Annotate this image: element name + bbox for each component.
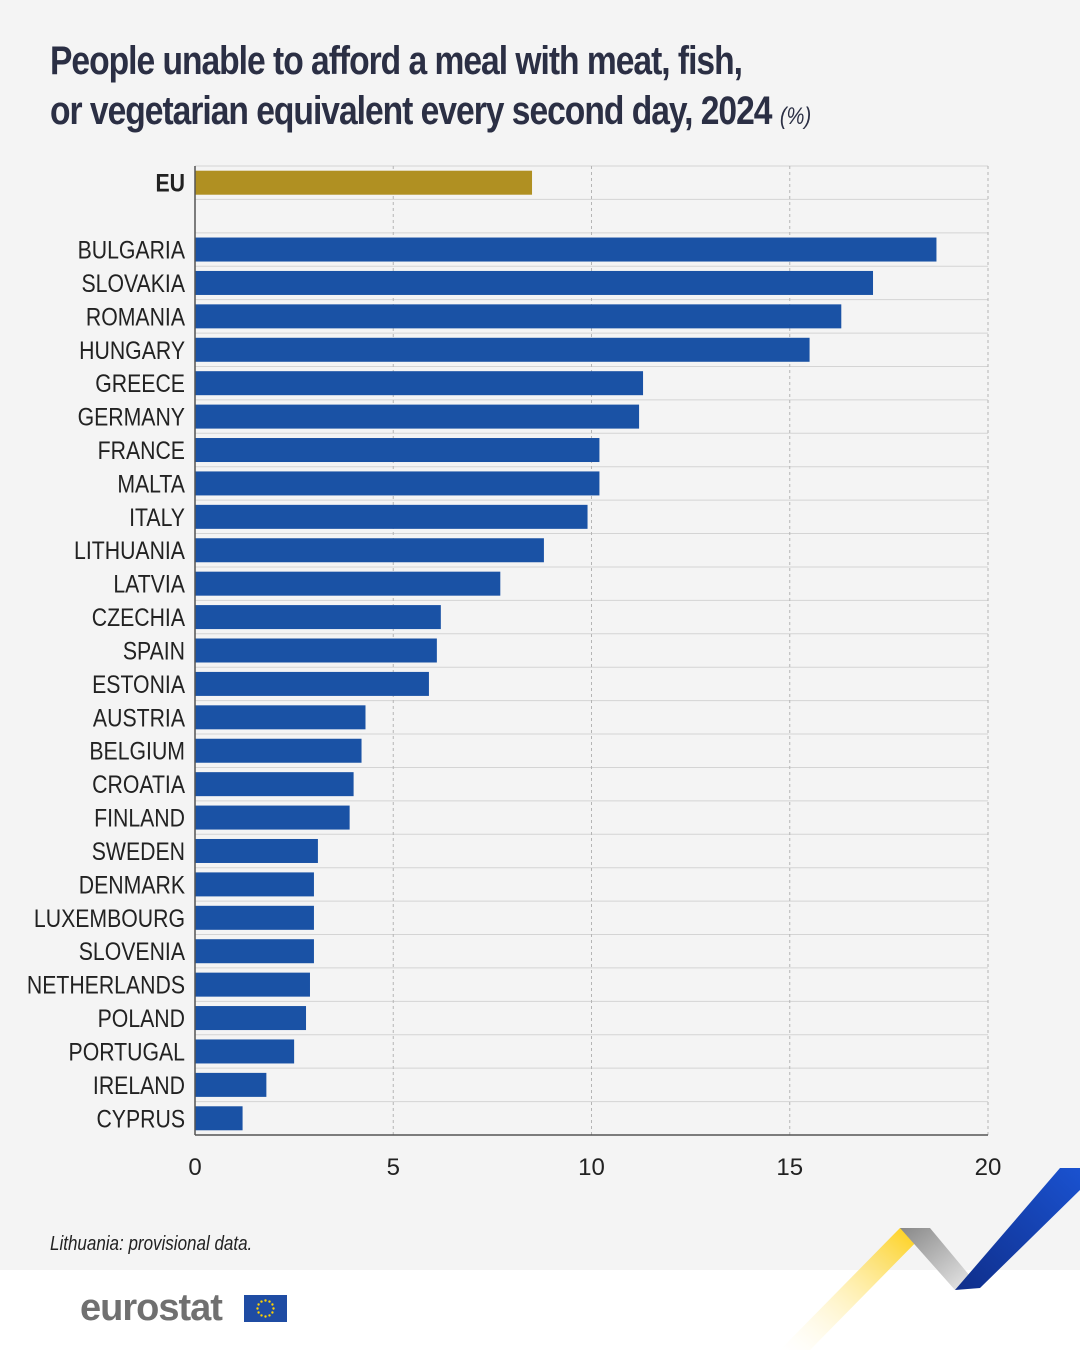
x-tick-label: 15 bbox=[776, 1154, 803, 1181]
category-label: EU bbox=[155, 169, 185, 197]
category-label: MALTA bbox=[117, 470, 185, 498]
bar-poland bbox=[195, 1006, 307, 1031]
category-label: HUNGARY bbox=[79, 336, 185, 364]
category-label: IRELAND bbox=[93, 1071, 185, 1099]
category-label: CYPRUS bbox=[96, 1105, 185, 1133]
bar-germany bbox=[195, 404, 640, 429]
bar-lithuania bbox=[195, 538, 544, 563]
bar-croatia bbox=[195, 772, 354, 797]
bar-latvia bbox=[195, 571, 501, 596]
star-icon bbox=[268, 1300, 271, 1303]
bar-chart: 0 5 10 15 20 EU BULGARIA SLOVAKIA ROMANIA HUNGARY… bbox=[27, 165, 1002, 1181]
decorative-ribbon bbox=[780, 1168, 1080, 1350]
category-label: PORTUGAL bbox=[69, 1038, 186, 1066]
bar-romania bbox=[195, 304, 842, 329]
category-label: LATVIA bbox=[113, 570, 185, 598]
x-tick-label: 20 bbox=[975, 1154, 1002, 1181]
category-label: LITHUANIA bbox=[74, 537, 185, 565]
bar-slovakia bbox=[195, 270, 874, 295]
bar-ireland bbox=[195, 1072, 267, 1097]
bar-malta bbox=[195, 471, 600, 496]
star-icon bbox=[271, 1303, 274, 1306]
category-label: ESTONIA bbox=[92, 670, 185, 698]
bar-finland bbox=[195, 805, 350, 830]
title-line-2: or vegetarian equivalent every second da… bbox=[50, 86, 811, 142]
unit-label: (%) bbox=[779, 103, 812, 130]
star-icon bbox=[264, 1315, 267, 1318]
bar-belgium bbox=[195, 738, 362, 763]
category-label: SPAIN bbox=[123, 637, 185, 665]
category-label: NETHERLANDS bbox=[27, 971, 185, 999]
bar-sweden bbox=[195, 838, 318, 863]
bar-czechia bbox=[195, 605, 441, 630]
category-label: CROATIA bbox=[92, 771, 185, 799]
bar-cyprus bbox=[195, 1106, 243, 1131]
category-label: SLOVAKIA bbox=[82, 269, 186, 297]
bar-estonia bbox=[195, 671, 429, 696]
title-line-1: People unable to afford a meal with meat… bbox=[50, 39, 743, 83]
category-label: ITALY bbox=[129, 503, 185, 531]
bar-slovenia bbox=[195, 939, 314, 964]
bar-italy bbox=[195, 504, 588, 529]
bar-denmark bbox=[195, 872, 314, 897]
eurostat-logo: eurostat bbox=[80, 1287, 223, 1329]
category-label: LUXEMBOURG bbox=[34, 904, 185, 932]
footnote: Lithuania: provisional data. bbox=[50, 1233, 253, 1255]
chart-title: People unable to afford a meal with meat… bbox=[50, 36, 811, 142]
category-label: FRANCE bbox=[98, 436, 185, 464]
category-label: BULGARIA bbox=[78, 236, 186, 264]
bar-luxembourg bbox=[195, 905, 314, 930]
footer bbox=[0, 1270, 1080, 1350]
star-icon bbox=[257, 1303, 260, 1306]
category-label: GREECE bbox=[95, 370, 185, 398]
category-label: DENMARK bbox=[79, 871, 186, 899]
star-icon bbox=[268, 1314, 271, 1317]
category-label: CZECHIA bbox=[92, 603, 186, 631]
bar-greece bbox=[195, 371, 644, 396]
star-icon bbox=[272, 1307, 275, 1310]
eu-flag-icon bbox=[244, 1295, 287, 1322]
star-icon bbox=[260, 1300, 263, 1303]
star-icon bbox=[264, 1299, 267, 1302]
category-label: AUSTRIA bbox=[93, 704, 186, 732]
bar-eu bbox=[195, 170, 533, 195]
star-icon bbox=[260, 1314, 263, 1317]
category-label: POLAND bbox=[98, 1004, 185, 1032]
star-icon bbox=[256, 1307, 259, 1310]
star-icon bbox=[257, 1311, 260, 1314]
bar-hungary bbox=[195, 337, 810, 362]
bar-bulgaria bbox=[195, 237, 937, 262]
x-tick-label: 0 bbox=[188, 1154, 201, 1181]
x-tick-label: 5 bbox=[387, 1154, 400, 1181]
bar-spain bbox=[195, 638, 437, 663]
category-label: BELGIUM bbox=[89, 737, 185, 765]
category-label: SWEDEN bbox=[92, 837, 185, 865]
category-label: GERMANY bbox=[78, 403, 185, 431]
category-label: FINLAND bbox=[94, 804, 185, 832]
x-tick-label: 10 bbox=[578, 1154, 605, 1181]
star-icon bbox=[271, 1311, 274, 1314]
category-label: ROMANIA bbox=[86, 303, 186, 331]
bar-austria bbox=[195, 705, 366, 730]
category-label: SLOVENIA bbox=[79, 938, 186, 966]
bar-france bbox=[195, 438, 600, 463]
bar-netherlands bbox=[195, 972, 310, 997]
title-line-2-text: or vegetarian equivalent every second da… bbox=[50, 89, 772, 133]
bar-portugal bbox=[195, 1039, 295, 1064]
